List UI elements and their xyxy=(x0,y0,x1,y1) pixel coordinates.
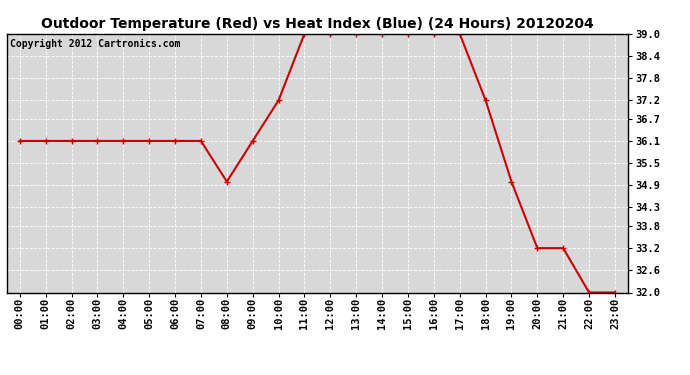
Title: Outdoor Temperature (Red) vs Heat Index (Blue) (24 Hours) 20120204: Outdoor Temperature (Red) vs Heat Index … xyxy=(41,17,594,31)
Text: Copyright 2012 Cartronics.com: Copyright 2012 Cartronics.com xyxy=(10,39,180,49)
